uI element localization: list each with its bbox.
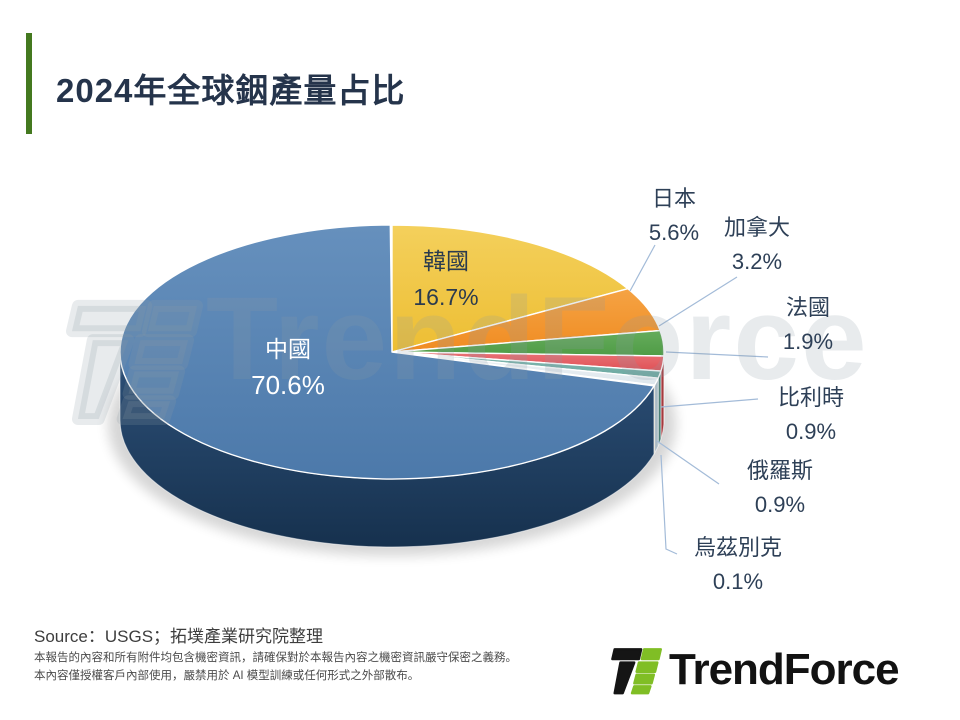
source-note: Source：USGS；拓墣產業研究院整理 — [34, 627, 324, 646]
page-title: 2024年全球銦產量占比 — [56, 72, 406, 109]
trendforce-logo-text: TrendForce — [669, 644, 900, 694]
disclaimer: 本報告的內容和所有附件均包含機密資訊，請確保對於本報告內容之機密資訊嚴守保密之義… — [34, 650, 517, 685]
disclaimer-line-2: 本內容僅授權客戶內部使用，嚴禁用於 AI 模型訓練或任何形式之外部散布。 — [34, 669, 420, 682]
title-accent-bar — [26, 33, 32, 134]
disclaimer-line-1: 本報告的內容和所有附件均包含機密資訊，請確保對於本報告內容之機密資訊嚴守保密之義… — [34, 652, 517, 664]
trendforce-logo: TrendForce — [610, 641, 900, 698]
trendforce-logo-icon — [611, 648, 662, 695]
